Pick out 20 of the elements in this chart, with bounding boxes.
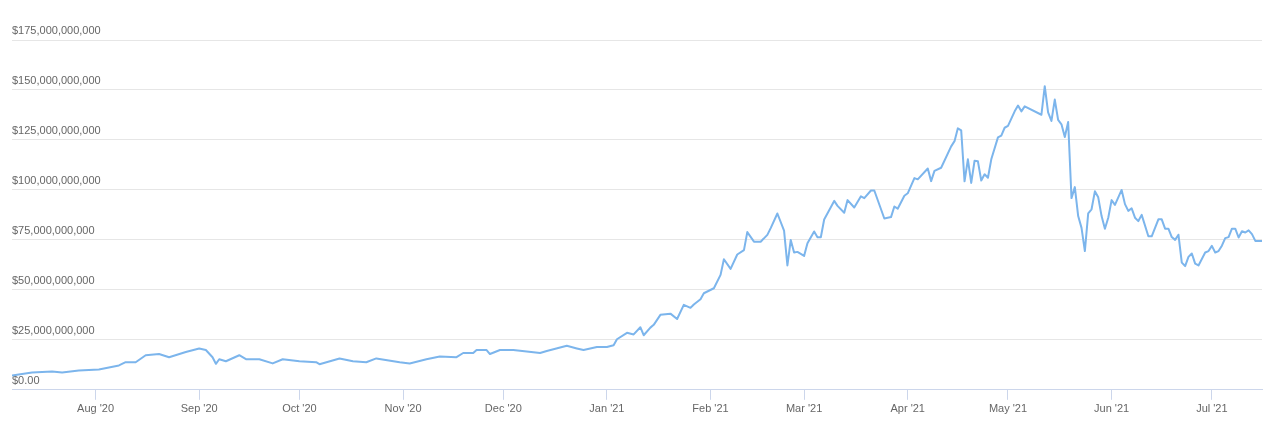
x-tick-label: Apr '21 bbox=[890, 402, 925, 415]
x-tick-label: Oct '20 bbox=[282, 402, 317, 415]
y-tick-label: $0.00 bbox=[12, 373, 40, 386]
y-tick-label: $50,000,000,000 bbox=[12, 273, 95, 286]
x-tick-label: Jul '21 bbox=[1196, 402, 1228, 415]
x-tick-label: Dec '20 bbox=[484, 402, 522, 415]
x-tick-label: Jun '21 bbox=[1094, 402, 1130, 415]
y-tick-label: $175,000,000,000 bbox=[12, 24, 101, 37]
x-tick-label: Aug '20 bbox=[77, 402, 115, 415]
x-tick-label: Mar '21 bbox=[785, 402, 823, 415]
y-tick-label: $125,000,000,000 bbox=[12, 123, 101, 136]
y-tick-label: $25,000,000,000 bbox=[12, 323, 95, 336]
y-tick-label: $100,000,000,000 bbox=[12, 173, 101, 186]
x-tick-label: Jan '21 bbox=[589, 402, 625, 415]
y-tick-label: $75,000,000,000 bbox=[12, 223, 95, 236]
x-tick-label: Sep '20 bbox=[180, 402, 218, 415]
y-tick-label: $150,000,000,000 bbox=[12, 74, 101, 86]
x-tick-label: May '21 bbox=[988, 402, 1028, 415]
x-tick-label: Nov '20 bbox=[384, 402, 422, 415]
x-tick-label: Feb '21 bbox=[692, 402, 729, 415]
